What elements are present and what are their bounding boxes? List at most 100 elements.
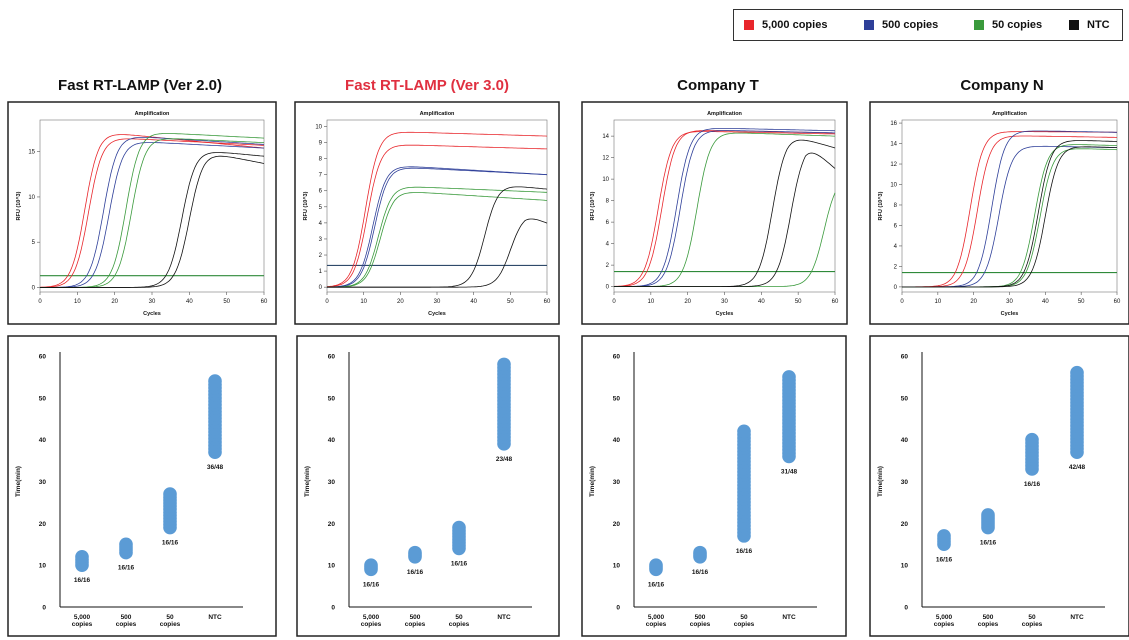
x-tick-label: 60: [261, 299, 268, 305]
x-tick-label: 10: [74, 299, 81, 305]
time-dot: [452, 520, 466, 535]
time-dot: [782, 370, 796, 384]
category-label: NTC: [497, 614, 511, 621]
x-tick-label: 40: [1042, 299, 1049, 305]
x-axis-label: Cycles: [716, 311, 734, 317]
legend-label: 500 copies: [882, 19, 939, 31]
time-dot: [75, 550, 89, 564]
x-tick-label: 50: [1078, 299, 1085, 305]
detection-label: 16/16: [363, 581, 380, 588]
category-label: 50: [1028, 614, 1036, 621]
x-tick-label: 50: [223, 299, 230, 305]
amplification-curve: [902, 146, 1117, 288]
detection-label: 16/16: [118, 565, 135, 572]
x-tick-label: 60: [832, 299, 839, 305]
y-tick-label: 0: [42, 605, 46, 612]
y-tick-label: 8: [606, 199, 610, 205]
y-tick-label: 2: [606, 263, 610, 269]
y-tick-label: 4: [606, 242, 610, 248]
legend-item-5000: 5,000 copies: [744, 19, 827, 31]
x-tick-label: 0: [38, 299, 42, 305]
time-dot: [408, 545, 422, 560]
x-axis-label: Cycles: [428, 311, 446, 317]
y-tick-label: 6: [319, 189, 323, 195]
y-tick-label: 50: [901, 395, 909, 402]
amplification-title: Amplification: [135, 111, 170, 117]
y-tick-label: 8: [894, 203, 898, 209]
x-tick-label: 40: [186, 299, 193, 305]
y-tick-label: 0: [331, 605, 335, 612]
y-tick-label: 4: [319, 221, 323, 227]
x-tick-label: 10: [360, 299, 367, 305]
y-axis-label: RFU (10^3): [878, 191, 884, 220]
x-tick-label: 20: [397, 299, 404, 305]
amplification-curve: [614, 152, 836, 287]
y-tick-label: 0: [32, 285, 36, 291]
x-tick-label: 40: [758, 299, 765, 305]
legend-item-ntc: NTC: [1069, 19, 1110, 31]
y-tick-label: 20: [328, 521, 336, 528]
x-tick-label: 40: [470, 299, 477, 305]
x-tick-label: 30: [434, 299, 441, 305]
category-label: copies: [690, 621, 711, 628]
y-tick-label: 10: [613, 563, 621, 570]
y-tick-label: 60: [328, 354, 336, 361]
x-axis-label: Cycles: [143, 311, 161, 317]
category-label: copies: [72, 621, 93, 628]
plot-area: [613, 119, 836, 293]
y-tick-label: 0: [904, 605, 908, 612]
amplification-curve: [40, 142, 265, 288]
legend-item-50: 50 copies: [974, 19, 1042, 31]
time-dot: [649, 558, 663, 572]
y-tick-label: 12: [602, 156, 609, 162]
time-dot: [208, 374, 222, 388]
amplification-curve: [614, 130, 835, 287]
legend-swatch: [864, 20, 874, 30]
y-tick-label: 10: [28, 195, 35, 201]
legend-swatch: [744, 20, 754, 30]
y-tick-label: 5: [32, 240, 36, 246]
y-tick-label: 40: [613, 437, 621, 444]
y-tick-label: 50: [39, 395, 47, 402]
amplification-title: Amplification: [707, 111, 742, 117]
y-tick-label: 30: [901, 479, 909, 486]
y-tick-label: 5: [319, 205, 323, 211]
y-tick-label: 6: [894, 223, 898, 229]
x-tick-label: 30: [149, 299, 156, 305]
time-dot: [937, 529, 951, 543]
legend-label: 5,000 copies: [762, 19, 828, 31]
y-tick-label: 14: [890, 142, 897, 148]
detection-label: 42/48: [1069, 464, 1086, 471]
amplification-curve: [39, 134, 265, 288]
time-dot: [737, 424, 751, 439]
amplification-curve: [327, 167, 548, 288]
y-tick-label: 3: [319, 237, 323, 243]
y-tick-label: 4: [894, 244, 898, 250]
y-tick-label: 10: [901, 563, 909, 570]
category-label: 50: [166, 614, 174, 621]
amplification-title: Amplification: [992, 111, 1027, 117]
detection-label: 16/16: [451, 560, 468, 567]
detection-label: 16/16: [407, 569, 424, 576]
amplification-title: Amplification: [420, 111, 455, 117]
y-axis-label: Time(min): [15, 466, 22, 497]
category-label: 5,000: [363, 614, 380, 621]
category-label: 50: [740, 614, 748, 621]
category-label: copies: [405, 621, 426, 628]
amplification-curve: [326, 144, 547, 288]
time-dot: [693, 545, 707, 560]
detection-label: 16/16: [1024, 481, 1041, 488]
category-label: copies: [934, 621, 955, 628]
detection-label: 16/16: [980, 540, 997, 547]
y-axis-label: Time(min): [877, 466, 884, 497]
category-label: 500: [695, 614, 706, 621]
column-title: Company N: [960, 77, 1044, 94]
x-tick-label: 30: [1006, 299, 1013, 305]
y-tick-label: 40: [328, 437, 336, 444]
y-tick-label: 50: [328, 395, 336, 402]
time-panel-frame: [581, 335, 847, 637]
time-dot: [497, 357, 511, 372]
amplification-curve: [614, 128, 836, 287]
x-tick-label: 20: [684, 299, 691, 305]
